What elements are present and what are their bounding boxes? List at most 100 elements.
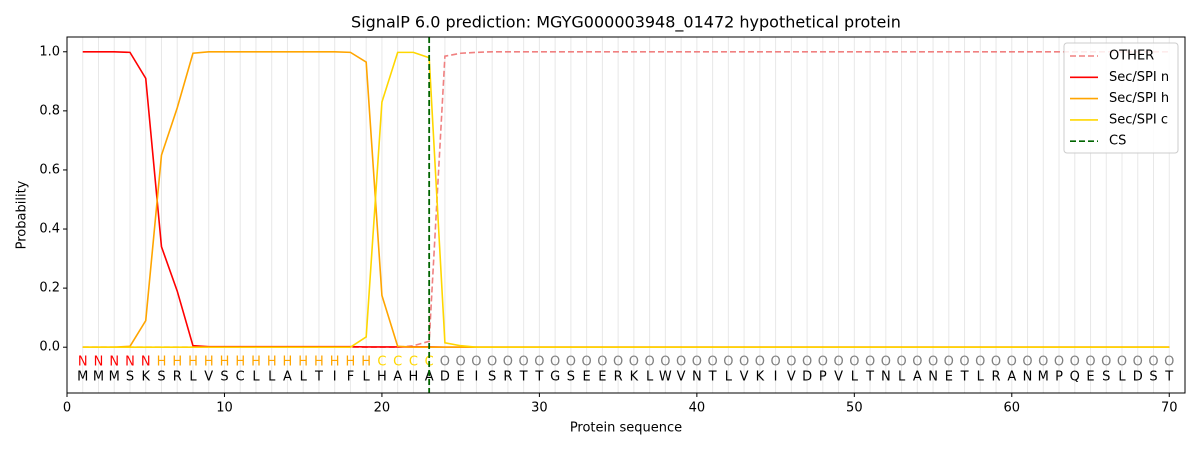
residue-label: O: [755, 354, 765, 369]
residue-label: O: [770, 354, 780, 369]
residue: S: [157, 369, 165, 384]
residue: S: [1149, 369, 1157, 384]
residue: L: [252, 369, 260, 384]
residue: S: [567, 369, 575, 384]
residue-label: O: [440, 354, 450, 369]
series-line: [82, 51, 1170, 349]
residue: K: [630, 369, 639, 384]
residue-label: H: [251, 354, 261, 369]
residue-label: H: [361, 354, 371, 369]
residue: V: [740, 369, 749, 384]
residue: N: [692, 369, 702, 384]
residue-label: O: [849, 354, 859, 369]
residue: P: [819, 369, 827, 384]
residue: C: [236, 369, 245, 384]
residue: L: [1118, 369, 1126, 384]
residue-label: O: [739, 354, 749, 369]
residue-label: O: [613, 354, 623, 369]
residue-label: O: [629, 354, 639, 369]
residue-label: H: [172, 354, 182, 369]
residue-label: O: [975, 354, 985, 369]
residue: V: [677, 369, 686, 384]
residue: D: [802, 369, 812, 384]
residue-label: H: [267, 354, 277, 369]
residue: D: [1133, 369, 1143, 384]
residue-label: C: [377, 354, 386, 369]
residue: N: [1023, 369, 1033, 384]
legend-label: OTHER: [1109, 49, 1154, 64]
residue: S: [126, 369, 134, 384]
y-axis-label: Probability: [15, 180, 30, 249]
legend-label: Sec/SPI n: [1109, 70, 1169, 85]
residue: L: [363, 369, 371, 384]
residue-label: O: [597, 354, 607, 369]
residue-label: O: [550, 354, 560, 369]
residue-label: H: [346, 354, 356, 369]
residue-label: O: [503, 354, 513, 369]
residue-label: O: [1022, 354, 1032, 369]
legend-label: Sec/SPI c: [1109, 112, 1168, 127]
residue-label: O: [692, 354, 702, 369]
residue: T: [314, 369, 323, 384]
residue-label: C: [409, 354, 418, 369]
residue: T: [865, 369, 874, 384]
residue: E: [598, 369, 606, 384]
residue: E: [583, 369, 591, 384]
x-tick-label: 70: [1161, 401, 1178, 416]
residue: I: [333, 369, 337, 384]
residue: R: [614, 369, 623, 384]
series-line: [82, 50, 1170, 349]
residue-label: C: [393, 354, 402, 369]
residue-label: H: [220, 354, 230, 369]
residue: P: [1055, 369, 1063, 384]
residue-label: N: [94, 354, 104, 369]
residue: L: [725, 369, 733, 384]
residue-label: O: [471, 354, 481, 369]
residue-label: N: [109, 354, 119, 369]
residue-label: H: [204, 354, 214, 369]
y-tick-label: 0.8: [39, 103, 60, 118]
residue-label: O: [723, 354, 733, 369]
residue-label: H: [330, 354, 340, 369]
residue-label: O: [1101, 354, 1111, 369]
residue-label: O: [676, 354, 686, 369]
residue-label: H: [235, 354, 245, 369]
residue: M: [93, 369, 104, 384]
residue: M: [1038, 369, 1049, 384]
residue-label: O: [566, 354, 576, 369]
x-tick-label: 0: [63, 401, 71, 416]
residue-label: O: [1148, 354, 1158, 369]
residue-label: O: [519, 354, 529, 369]
residue-label: O: [818, 354, 828, 369]
residue: S: [1102, 369, 1110, 384]
residue-label: N: [141, 354, 151, 369]
residue: Q: [1070, 369, 1080, 384]
y-tick-label: 0.6: [39, 162, 60, 177]
residue-label: H: [283, 354, 293, 369]
residue-label: O: [582, 354, 592, 369]
residue: R: [992, 369, 1001, 384]
residue: N: [881, 369, 891, 384]
residue: R: [503, 369, 512, 384]
residue: A: [913, 369, 922, 384]
residue: L: [977, 369, 985, 384]
residue: E: [1086, 369, 1094, 384]
residue: T: [708, 369, 717, 384]
residue-label: O: [660, 354, 670, 369]
x-axis-label: Protein sequence: [570, 421, 682, 436]
residue-label: H: [298, 354, 308, 369]
x-tick-label: 50: [846, 401, 863, 416]
residue: S: [488, 369, 496, 384]
residue: V: [204, 369, 213, 384]
x-tick-label: 40: [689, 401, 706, 416]
residue: T: [960, 369, 969, 384]
residue: V: [787, 369, 796, 384]
residue: K: [141, 369, 150, 384]
residue-label: O: [928, 354, 938, 369]
residue-label: N: [78, 354, 88, 369]
residue: I: [774, 369, 778, 384]
residue-label: O: [707, 354, 717, 369]
residue: L: [646, 369, 654, 384]
residue-label: O: [944, 354, 954, 369]
